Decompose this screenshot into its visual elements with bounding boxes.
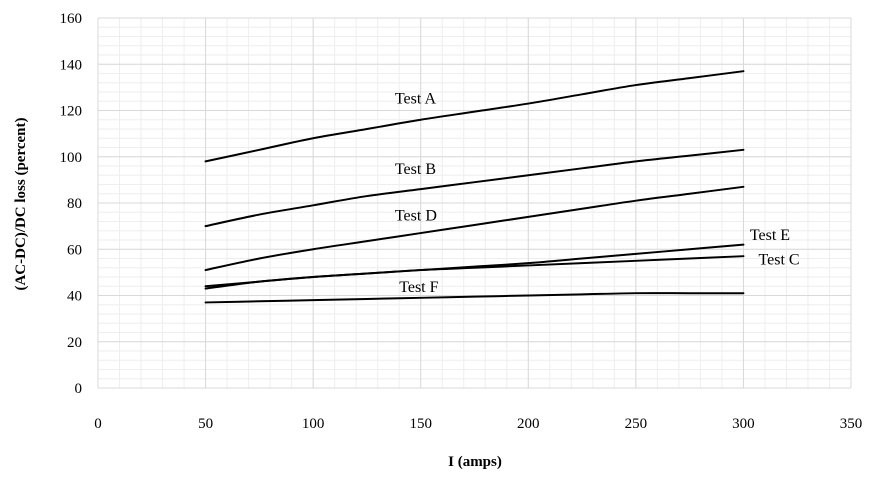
series-label-test-a: Test A bbox=[395, 91, 437, 108]
y-tick-label: 100 bbox=[60, 150, 83, 166]
series-label-test-d: Test D bbox=[395, 207, 437, 224]
series-line-test-c bbox=[204, 255, 745, 288]
x-tick-label: 100 bbox=[302, 416, 325, 432]
y-tick-label: 160 bbox=[60, 11, 83, 27]
x-tick-label: 200 bbox=[517, 416, 540, 432]
series-lines bbox=[204, 70, 745, 304]
y-tick-label: 20 bbox=[67, 335, 82, 351]
series-line-test-a bbox=[204, 70, 745, 163]
series-line-test-d bbox=[204, 185, 745, 272]
x-tick-label: 350 bbox=[840, 416, 863, 432]
y-tick-label: 40 bbox=[67, 289, 82, 305]
series-line-test-f bbox=[204, 292, 745, 304]
series-label-test-e: Test E bbox=[750, 227, 790, 244]
y-axis-title: (AC-DC)/DC loss (percent) bbox=[13, 117, 29, 290]
series-line-test-b bbox=[204, 148, 745, 228]
y-tick-label: 60 bbox=[67, 242, 82, 258]
y-tick-label: 120 bbox=[60, 104, 83, 120]
x-tick-label: 50 bbox=[198, 416, 213, 432]
grid bbox=[97, 17, 852, 389]
series-label-test-f: Test F bbox=[399, 279, 438, 296]
x-tick-label: 0 bbox=[94, 416, 102, 432]
series-line-test-e bbox=[204, 243, 745, 290]
y-tick-label: 140 bbox=[60, 57, 83, 73]
y-tick-label: 80 bbox=[67, 196, 82, 212]
x-tick-label: 250 bbox=[625, 416, 648, 432]
y-tick-label: 0 bbox=[75, 381, 83, 397]
x-axis-title: I (amps) bbox=[448, 454, 502, 470]
x-tick-label: 150 bbox=[409, 416, 432, 432]
series-labels: Test A Test B Test D Test E Test C Test F bbox=[395, 91, 800, 296]
x-tick-label: 300 bbox=[732, 416, 755, 432]
series-label-test-c: Test C bbox=[758, 251, 799, 268]
series-label-test-b: Test B bbox=[395, 161, 436, 178]
axes: 0 50 100 150 200 250 300 350 0 20 40 60 80 100 120 140 1… bbox=[60, 11, 863, 432]
